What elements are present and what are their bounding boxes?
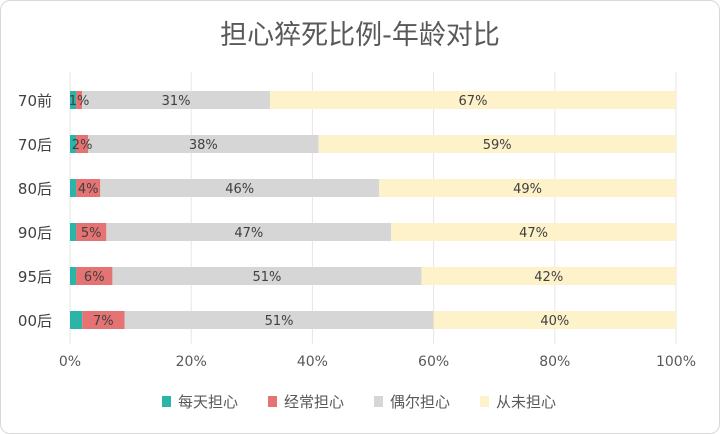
bar-segment [421,267,676,285]
bar-segment [269,91,676,109]
bar-segment [76,267,113,285]
bar-segment [379,179,676,197]
x-axis-ticks: 0% 20% 40% 60% 80% 100% [59,354,696,370]
y-tick-label: 70后 [18,136,52,154]
bar-segment [70,135,77,153]
legend-label: 从未担心 [496,393,556,411]
x-tick-label: 40% [297,354,328,370]
data-label: 42% [534,270,563,285]
bar-segment [70,223,77,241]
bar-segment [70,91,77,109]
bar-segment [106,223,392,241]
data-label: 31% [162,94,191,109]
bar-segment [112,267,422,285]
data-label: 4% [78,182,99,197]
x-tick-label: 20% [176,354,207,370]
bar-segment [70,311,83,329]
data-label: 5% [81,226,102,241]
bar-segment [433,311,676,329]
bar-segment [76,91,83,109]
legend-swatch [374,396,383,407]
bars [70,91,676,329]
bar-segment [70,267,77,285]
y-tick-label: 95后 [18,268,52,286]
x-tick-label: 0% [59,354,81,370]
data-label: 46% [225,182,254,197]
data-label: 1% [69,94,90,109]
data-label: 51% [252,270,281,285]
data-label: 51% [265,314,294,329]
data-label: 6% [84,270,105,285]
x-tick-label: 60% [418,354,449,370]
x-tick-label: 80% [539,354,570,370]
data-label: 38% [189,138,218,153]
chart-title: 担心猝死比例-年龄对比 [220,20,500,51]
data-label: 59% [483,138,512,153]
data-label: 40% [540,314,569,329]
bar-segment [391,223,676,241]
legend: 每天担心 经常担心 偶尔担心 从未担心 [162,393,556,411]
legend-swatch [268,396,277,407]
y-tick-label: 80后 [18,180,52,198]
gridlines [69,72,677,344]
data-label: 47% [519,226,548,241]
y-tick-label: 00后 [18,312,52,330]
legend-label: 偶尔担心 [390,393,450,411]
data-labels: 1% 31% 67% 2% 38% 59% 4% 46% 49% 5% 47% 47% 6% 51% 42%… [69,94,569,329]
data-label: 47% [234,226,263,241]
bar-segment [76,179,101,197]
x-tick-label: 100% [656,354,696,370]
data-label: 2% [72,138,93,153]
bar-segment [100,179,380,197]
legend-label: 经常担心 [284,393,344,411]
bar-segment [76,223,107,241]
bar-segment [88,135,319,153]
data-label: 67% [459,94,488,109]
legend-label: 每天担心 [178,393,238,411]
bar-segment [82,311,125,329]
y-tick-label: 70前 [18,92,52,110]
bar-segment [318,135,676,153]
bar-segment [124,311,434,329]
y-tick-label: 90后 [18,224,52,242]
data-label: 49% [513,182,542,197]
bar-segment [70,179,77,197]
bar-segment [82,91,270,109]
y-axis-ticks: 70前 70后 80后 90后 95后 00后 [18,92,52,330]
bar-segment [76,135,89,153]
data-label: 7% [93,314,114,329]
legend-swatch [480,396,489,407]
legend-swatch [162,396,171,407]
